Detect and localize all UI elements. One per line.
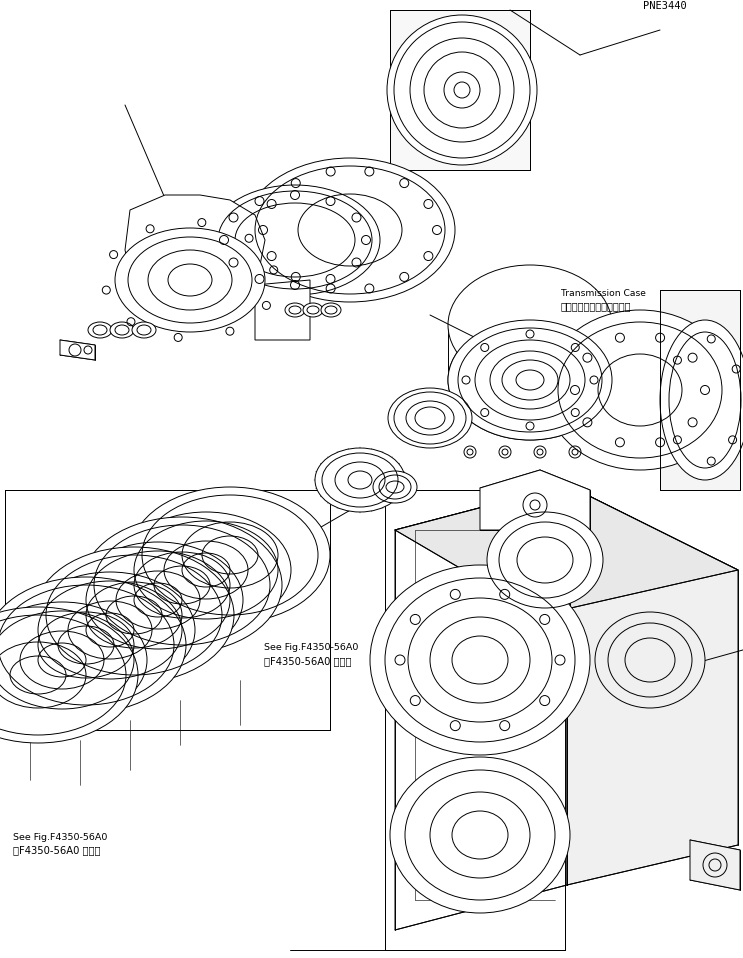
Ellipse shape — [388, 388, 472, 448]
Polygon shape — [255, 280, 310, 340]
Polygon shape — [60, 340, 95, 360]
Text: See Fig.F4350-56A0: See Fig.F4350-56A0 — [264, 644, 358, 652]
Ellipse shape — [0, 607, 138, 743]
Ellipse shape — [315, 448, 405, 512]
Ellipse shape — [373, 471, 417, 503]
Ellipse shape — [595, 612, 705, 708]
Text: トランスミッションケース: トランスミッションケース — [561, 302, 632, 311]
Ellipse shape — [321, 303, 341, 317]
Ellipse shape — [210, 185, 380, 295]
Polygon shape — [390, 10, 530, 170]
Polygon shape — [567, 485, 738, 885]
Ellipse shape — [390, 757, 570, 913]
Text: Transmission Case: Transmission Case — [561, 289, 646, 298]
Text: See Fig.F4350-56A0: See Fig.F4350-56A0 — [13, 833, 108, 842]
Ellipse shape — [448, 320, 612, 440]
Ellipse shape — [115, 228, 265, 332]
Ellipse shape — [0, 577, 186, 713]
Ellipse shape — [73, 542, 243, 658]
Polygon shape — [5, 490, 330, 730]
Ellipse shape — [545, 310, 735, 470]
Ellipse shape — [660, 320, 743, 480]
Polygon shape — [395, 485, 738, 615]
Ellipse shape — [25, 572, 195, 688]
Polygon shape — [535, 588, 570, 638]
Ellipse shape — [448, 265, 612, 385]
Ellipse shape — [82, 517, 282, 653]
Ellipse shape — [370, 565, 590, 755]
Ellipse shape — [0, 602, 147, 718]
Text: PNE3440: PNE3440 — [643, 2, 687, 11]
Polygon shape — [480, 470, 590, 530]
Ellipse shape — [487, 512, 603, 608]
Ellipse shape — [285, 303, 305, 317]
Ellipse shape — [303, 303, 323, 317]
Ellipse shape — [121, 512, 291, 628]
Polygon shape — [125, 195, 265, 308]
Text: 第F4350-56A0 図参照: 第F4350-56A0 図参照 — [264, 656, 351, 666]
Ellipse shape — [130, 487, 330, 623]
Ellipse shape — [245, 158, 455, 302]
Ellipse shape — [110, 322, 134, 338]
Polygon shape — [395, 485, 567, 930]
Text: 第F4350-56A0 図参照: 第F4350-56A0 図参照 — [13, 846, 101, 855]
Polygon shape — [690, 840, 740, 890]
Ellipse shape — [387, 15, 537, 165]
Ellipse shape — [132, 322, 156, 338]
Ellipse shape — [88, 322, 112, 338]
Ellipse shape — [34, 547, 234, 683]
Polygon shape — [660, 290, 740, 490]
